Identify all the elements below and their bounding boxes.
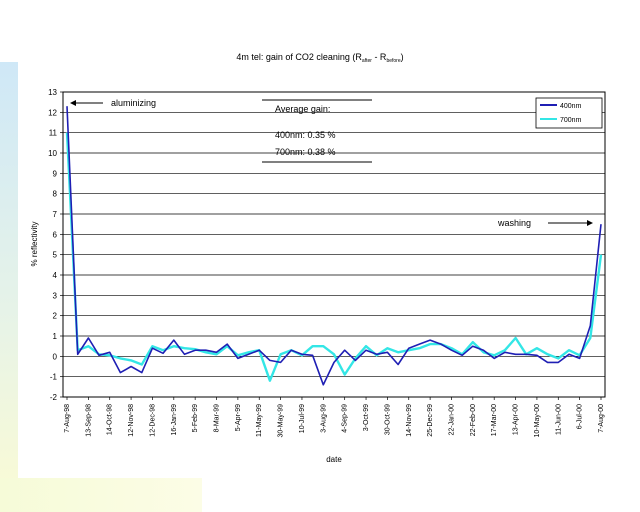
average-gain-700: 700nm: 0.38 % xyxy=(275,147,336,157)
x-tick-label: 3-Aug-99 xyxy=(320,404,327,433)
chart-title: 4m tel: gain of CO2 cleaning (Rafter - R… xyxy=(236,52,403,64)
plot-area xyxy=(62,91,606,398)
x-tick-label: 13-Apr-00 xyxy=(513,404,520,435)
y-tick-label: 12 xyxy=(48,108,57,117)
y-tick-label: 10 xyxy=(48,149,57,158)
chart-title-sub-before: before xyxy=(386,58,400,64)
chart-title-sub-after: after xyxy=(362,58,372,64)
x-tick-label: 30-Oct-99 xyxy=(384,404,391,435)
background-gradient-band xyxy=(0,62,18,512)
x-tick-label: 22-Jan-00 xyxy=(448,404,455,436)
x-tick-label: 7-Aug-98 xyxy=(64,404,71,433)
average-gain-title: Average gain: xyxy=(275,104,330,114)
x-tick-label: 5-Apr-99 xyxy=(235,404,242,431)
aluminizing-label: aluminizing xyxy=(111,98,156,108)
series-lines xyxy=(65,106,603,386)
x-tick-label: 11-May-99 xyxy=(256,404,263,437)
y-tick-label: 1 xyxy=(53,332,58,341)
legend-box xyxy=(535,97,603,129)
aluminizing-arrow-head xyxy=(70,100,76,106)
legend-label-400nm: 400nm xyxy=(560,103,582,110)
y-tick-label: -1 xyxy=(50,373,58,382)
x-tick-label: 12-Dec-98 xyxy=(149,404,156,437)
x-tick-label: 5-Feb-99 xyxy=(192,404,199,433)
chart-title-mid: - R xyxy=(372,52,387,62)
x-tick-label: 16-Jan-99 xyxy=(171,404,178,436)
y-tick-label: 7 xyxy=(53,210,58,219)
y-tick-label: 6 xyxy=(53,230,58,239)
y-axis-label: % reflectivity xyxy=(30,222,39,267)
x-tick-label: 25-Dec-99 xyxy=(427,404,434,437)
x-tick-label: 11-Jun-00 xyxy=(555,404,562,435)
chart-title-main: 4m tel: gain of CO2 cleaning (R xyxy=(236,52,362,62)
x-tick-labels: 7-Aug-98 13-Sep-98 14-Oct-98 12-Nov-98 12-De… xyxy=(64,397,605,437)
y-tick-label: -2 xyxy=(50,393,58,402)
y-tick-label: 5 xyxy=(53,251,58,260)
y-tick-label: 3 xyxy=(53,291,58,300)
series-line-400nm xyxy=(66,106,602,386)
y-tick-label: 8 xyxy=(53,190,58,199)
washing-arrow-head xyxy=(587,220,593,226)
chart-title-end: ) xyxy=(401,52,404,62)
x-tick-label: 10-May-00 xyxy=(534,404,541,438)
x-tick-label: 4-Sep-99 xyxy=(342,404,349,433)
x-tick-label: 13-Sep-98 xyxy=(85,404,92,437)
background-bottom-band xyxy=(0,478,202,512)
x-tick-label: 22-Feb-00 xyxy=(470,404,477,436)
x-tick-label: 14-Nov-99 xyxy=(406,404,413,437)
x-axis-label: date xyxy=(326,455,342,464)
washing-label: washing xyxy=(497,218,531,228)
average-gain-box: Average gain: 400nm: 0.35 % 700nm: 0.38 … xyxy=(262,99,372,163)
series-line-700nm xyxy=(65,132,603,382)
x-tick-label: 30-May-99 xyxy=(278,404,285,438)
y-tick-label: 13 xyxy=(48,88,57,97)
x-tick-label: 3-Oct-99 xyxy=(363,404,370,431)
y-tick-label: 11 xyxy=(49,129,58,138)
average-gain-400: 400nm: 0.35 % xyxy=(275,130,336,140)
y-tick-label: 4 xyxy=(53,271,58,280)
aluminizing-annotation: aluminizing xyxy=(70,98,156,108)
y-tick-label: 2 xyxy=(53,312,58,321)
legend: 400nm 700nm xyxy=(535,97,603,129)
x-tick-label: 10-Jul-99 xyxy=(299,404,306,433)
y-tick-label: 0 xyxy=(53,352,58,361)
x-tick-label: 17-Mar-00 xyxy=(491,404,498,436)
x-tick-label: 6-Jul-00 xyxy=(577,404,584,429)
x-tick-label: 14-Oct-98 xyxy=(107,404,114,435)
y-tick-label: 9 xyxy=(53,169,58,178)
gridlines xyxy=(63,111,605,378)
x-tick-label: 8-Mar-99 xyxy=(214,404,221,433)
legend-label-700nm: 700nm xyxy=(560,117,582,124)
x-tick-label: 12-Nov-98 xyxy=(128,404,135,437)
x-tick-label: 7-Aug-00 xyxy=(598,404,605,433)
washing-annotation: washing xyxy=(497,218,593,228)
